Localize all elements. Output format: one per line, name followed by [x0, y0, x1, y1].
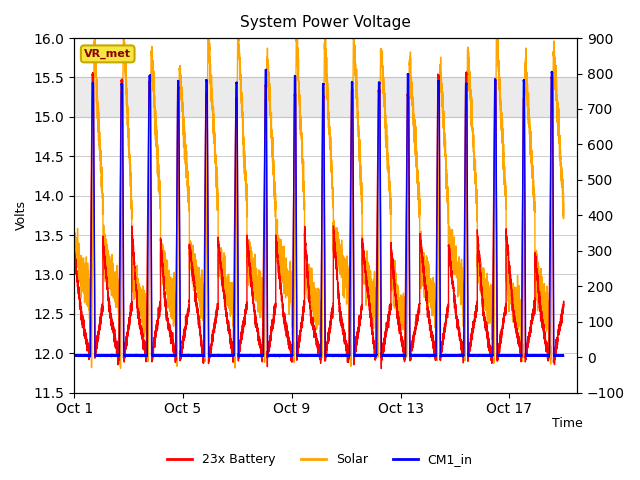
Bar [74, 77, 577, 117]
Legend: 23x Battery, Solar, CM1_in: 23x Battery, Solar, CM1_in [163, 448, 477, 471]
X-axis label: Time: Time [552, 417, 582, 431]
Y-axis label: Volts: Volts [15, 200, 28, 230]
Text: VR_met: VR_met [84, 49, 131, 59]
Title: System Power Voltage: System Power Voltage [240, 15, 411, 30]
